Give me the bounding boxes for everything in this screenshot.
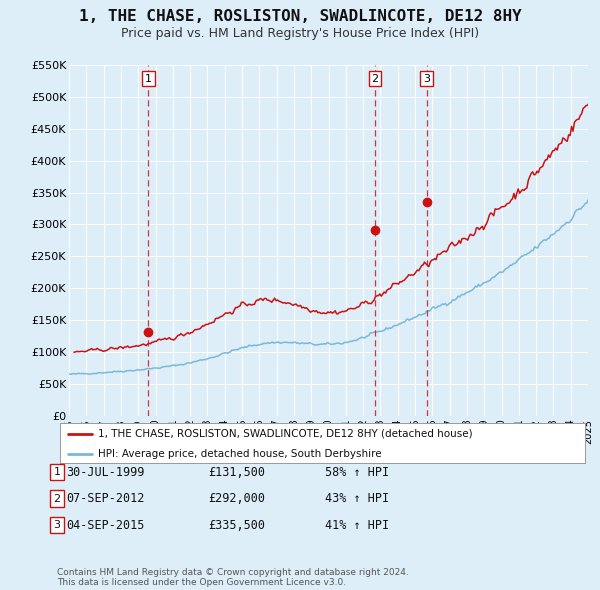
Text: £292,000: £292,000 [209, 492, 265, 505]
Text: 07-SEP-2012: 07-SEP-2012 [66, 492, 144, 505]
Text: 2: 2 [53, 494, 61, 503]
Text: 1: 1 [145, 74, 152, 84]
Text: 30-JUL-1999: 30-JUL-1999 [66, 466, 144, 478]
Text: £131,500: £131,500 [209, 466, 265, 478]
Text: £335,500: £335,500 [209, 519, 265, 532]
Text: 3: 3 [423, 74, 430, 84]
Text: 1: 1 [53, 467, 61, 477]
Text: Price paid vs. HM Land Registry's House Price Index (HPI): Price paid vs. HM Land Registry's House … [121, 27, 479, 40]
Text: 43% ↑ HPI: 43% ↑ HPI [325, 492, 389, 505]
Text: HPI: Average price, detached house, South Derbyshire: HPI: Average price, detached house, Sout… [98, 450, 382, 460]
Text: 04-SEP-2015: 04-SEP-2015 [66, 519, 144, 532]
Text: 3: 3 [53, 520, 61, 530]
Text: 1, THE CHASE, ROSLISTON, SWADLINCOTE, DE12 8HY (detached house): 1, THE CHASE, ROSLISTON, SWADLINCOTE, DE… [98, 429, 472, 439]
Text: 58% ↑ HPI: 58% ↑ HPI [325, 466, 389, 478]
Text: 1, THE CHASE, ROSLISTON, SWADLINCOTE, DE12 8HY: 1, THE CHASE, ROSLISTON, SWADLINCOTE, DE… [79, 9, 521, 24]
Text: 41% ↑ HPI: 41% ↑ HPI [325, 519, 389, 532]
Text: 2: 2 [371, 74, 379, 84]
Text: Contains HM Land Registry data © Crown copyright and database right 2024.
This d: Contains HM Land Registry data © Crown c… [57, 568, 409, 587]
